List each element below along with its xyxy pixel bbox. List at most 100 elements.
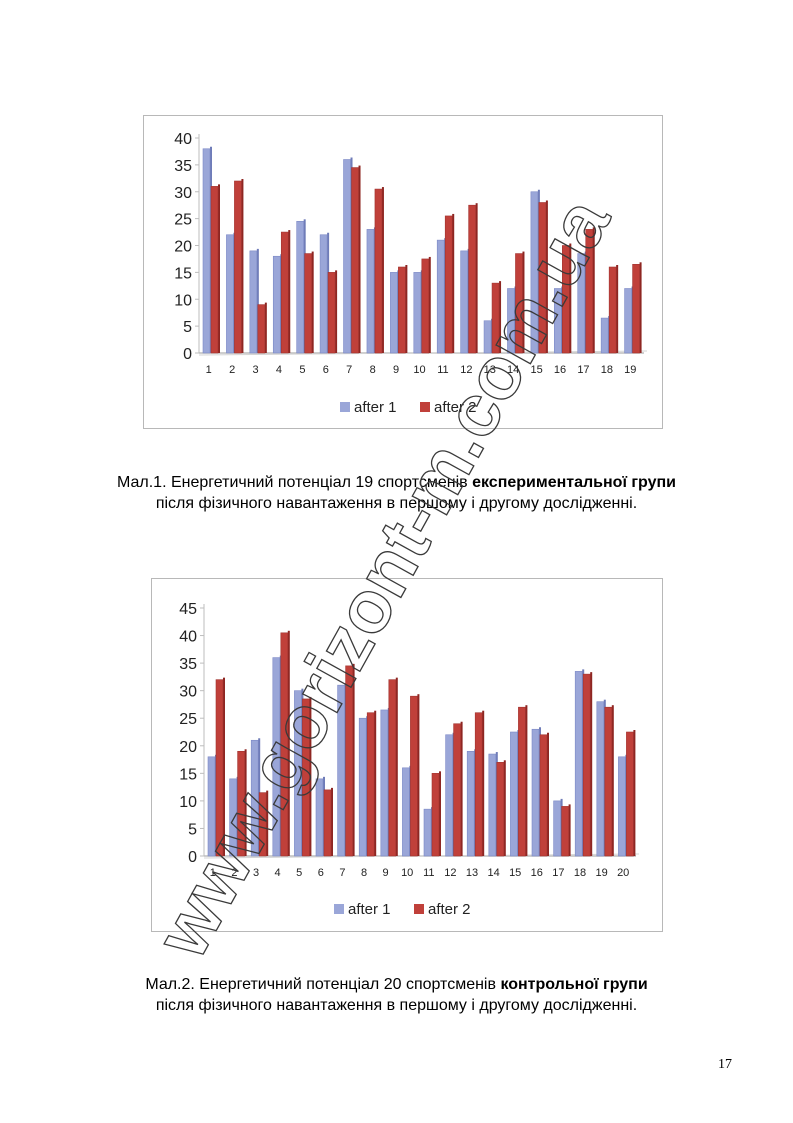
bar-after2 xyxy=(323,789,332,857)
bar-after1 xyxy=(202,148,211,354)
bar-after1 xyxy=(554,288,562,354)
y-tick-label: 5 xyxy=(188,821,197,838)
caption-2: Мал.2. Енергетичний потенціал 20 спортсм… xyxy=(40,974,753,1016)
bar-after2-side xyxy=(352,663,355,856)
caption-1: Мал.1. Енергетичний потенціал 19 спортсм… xyxy=(40,472,753,514)
y-tick-label: 25 xyxy=(174,212,192,229)
y-tick-label: 15 xyxy=(179,766,197,783)
bar-after2 xyxy=(351,167,359,354)
bar-after2 xyxy=(302,698,310,857)
bar-after1 xyxy=(483,320,492,354)
x-tick-label: 19 xyxy=(624,364,636,376)
bar-after1 xyxy=(488,753,497,857)
bar-after1 xyxy=(380,709,389,857)
legend: after 1 after 2 xyxy=(340,399,477,416)
bar-after2 xyxy=(257,304,266,354)
bar-after2 xyxy=(215,679,224,857)
bar-after2-side xyxy=(460,721,463,856)
y-tick-label: 30 xyxy=(174,185,192,202)
bar-after2-side xyxy=(522,251,525,353)
bar-after1 xyxy=(445,734,453,857)
x-tick-label: 9 xyxy=(383,867,389,879)
bar-after1 xyxy=(229,778,237,857)
caption-2-text: Мал.2. Енергетичний потенціал 20 спортсм… xyxy=(145,976,501,993)
x-tick-label: 18 xyxy=(601,364,613,376)
bar-after2-side xyxy=(417,694,420,856)
y-tick-label: 20 xyxy=(179,739,197,756)
x-tick-label: 18 xyxy=(574,867,586,879)
bar-after2 xyxy=(237,750,245,857)
x-tick-label: 6 xyxy=(318,867,324,879)
bar-after2-side xyxy=(405,265,408,353)
bar-after2-side xyxy=(331,787,333,856)
bar-after2 xyxy=(421,258,430,354)
bar-after2 xyxy=(468,204,476,354)
x-tick-label: 13 xyxy=(466,867,478,879)
bar-after1 xyxy=(624,288,632,354)
bar-after1 xyxy=(402,767,410,857)
x-tick-label: 1 xyxy=(210,867,216,879)
bar-after2 xyxy=(608,266,617,354)
legend-swatch-after2 xyxy=(420,402,430,412)
page-number: 17 xyxy=(718,1057,732,1072)
caption-1-bold: експериментальної групи xyxy=(472,474,677,491)
bar-after2-side xyxy=(633,730,636,856)
bar-after2 xyxy=(327,272,336,354)
x-tick-label: 9 xyxy=(393,364,399,376)
x-tick-label: 3 xyxy=(252,364,258,376)
bar-after2-side xyxy=(503,760,506,856)
bar-after2 xyxy=(345,665,353,857)
bar-after2-side xyxy=(525,705,528,856)
bar-after2 xyxy=(388,679,397,857)
bar-after2-side xyxy=(452,213,455,353)
bar-after2-side xyxy=(218,184,220,353)
y-tick-label: 35 xyxy=(174,158,192,175)
legend-label-after1: after 1 xyxy=(348,901,391,918)
bar-after1 xyxy=(337,684,345,857)
x-tick-label: 12 xyxy=(460,364,472,376)
x-tick-label: 10 xyxy=(401,867,413,879)
bar-after2 xyxy=(539,734,548,857)
bar-after1 xyxy=(436,239,445,354)
legend-label-after2: after 2 xyxy=(434,399,477,416)
bar-after2 xyxy=(444,215,453,354)
bar-after1 xyxy=(553,800,561,857)
y-tick-label: 5 xyxy=(183,319,192,336)
bar-after2-side xyxy=(639,262,642,353)
legend-label-after2: after 2 xyxy=(428,901,471,918)
legend-swatch-after2 xyxy=(414,904,424,914)
x-tick-label: 16 xyxy=(554,364,566,376)
legend: after 1 after 2 xyxy=(334,901,471,918)
bar-after2 xyxy=(398,266,406,354)
x-tick-label: 10 xyxy=(413,364,425,376)
bar-after2 xyxy=(474,712,483,857)
x-tick-label: 13 xyxy=(484,364,496,376)
bar-after2-side xyxy=(482,710,485,856)
bar-after1 xyxy=(296,221,304,354)
bar-after2-side xyxy=(288,230,291,353)
bar-after1 xyxy=(249,250,258,354)
bar-after2-side xyxy=(568,804,571,856)
bar-after2-side xyxy=(264,302,267,353)
x-tick-label: 1 xyxy=(206,364,212,376)
chart-1: 0 5 10 15 20 25 30 35 40 1 2 3 4 5 6 7 8 9 10 11 12 13 14 15 16 1… xyxy=(143,115,663,429)
bar-after1 xyxy=(530,191,539,354)
bar-after2 xyxy=(374,188,383,354)
bar-after2-side xyxy=(569,243,572,353)
bar-after2 xyxy=(234,180,242,354)
y-tick-label: 35 xyxy=(179,656,197,673)
bar-after2-side xyxy=(335,270,338,353)
bar-after2-side xyxy=(475,203,478,353)
bar-after2 xyxy=(258,792,267,857)
x-tick-label: 17 xyxy=(552,867,564,879)
y-tick-label: 20 xyxy=(174,239,192,256)
caption-2-bold: контрольної групи xyxy=(500,976,648,993)
x-tick-label: 16 xyxy=(531,867,543,879)
bar-after1 xyxy=(226,234,234,354)
bar-after2 xyxy=(210,186,219,354)
bar-after1 xyxy=(272,255,281,354)
x-tick-label: 5 xyxy=(299,364,305,376)
x-tick-label: 17 xyxy=(577,364,589,376)
bar-after2 xyxy=(518,706,526,857)
x-tick-label: 15 xyxy=(530,364,542,376)
